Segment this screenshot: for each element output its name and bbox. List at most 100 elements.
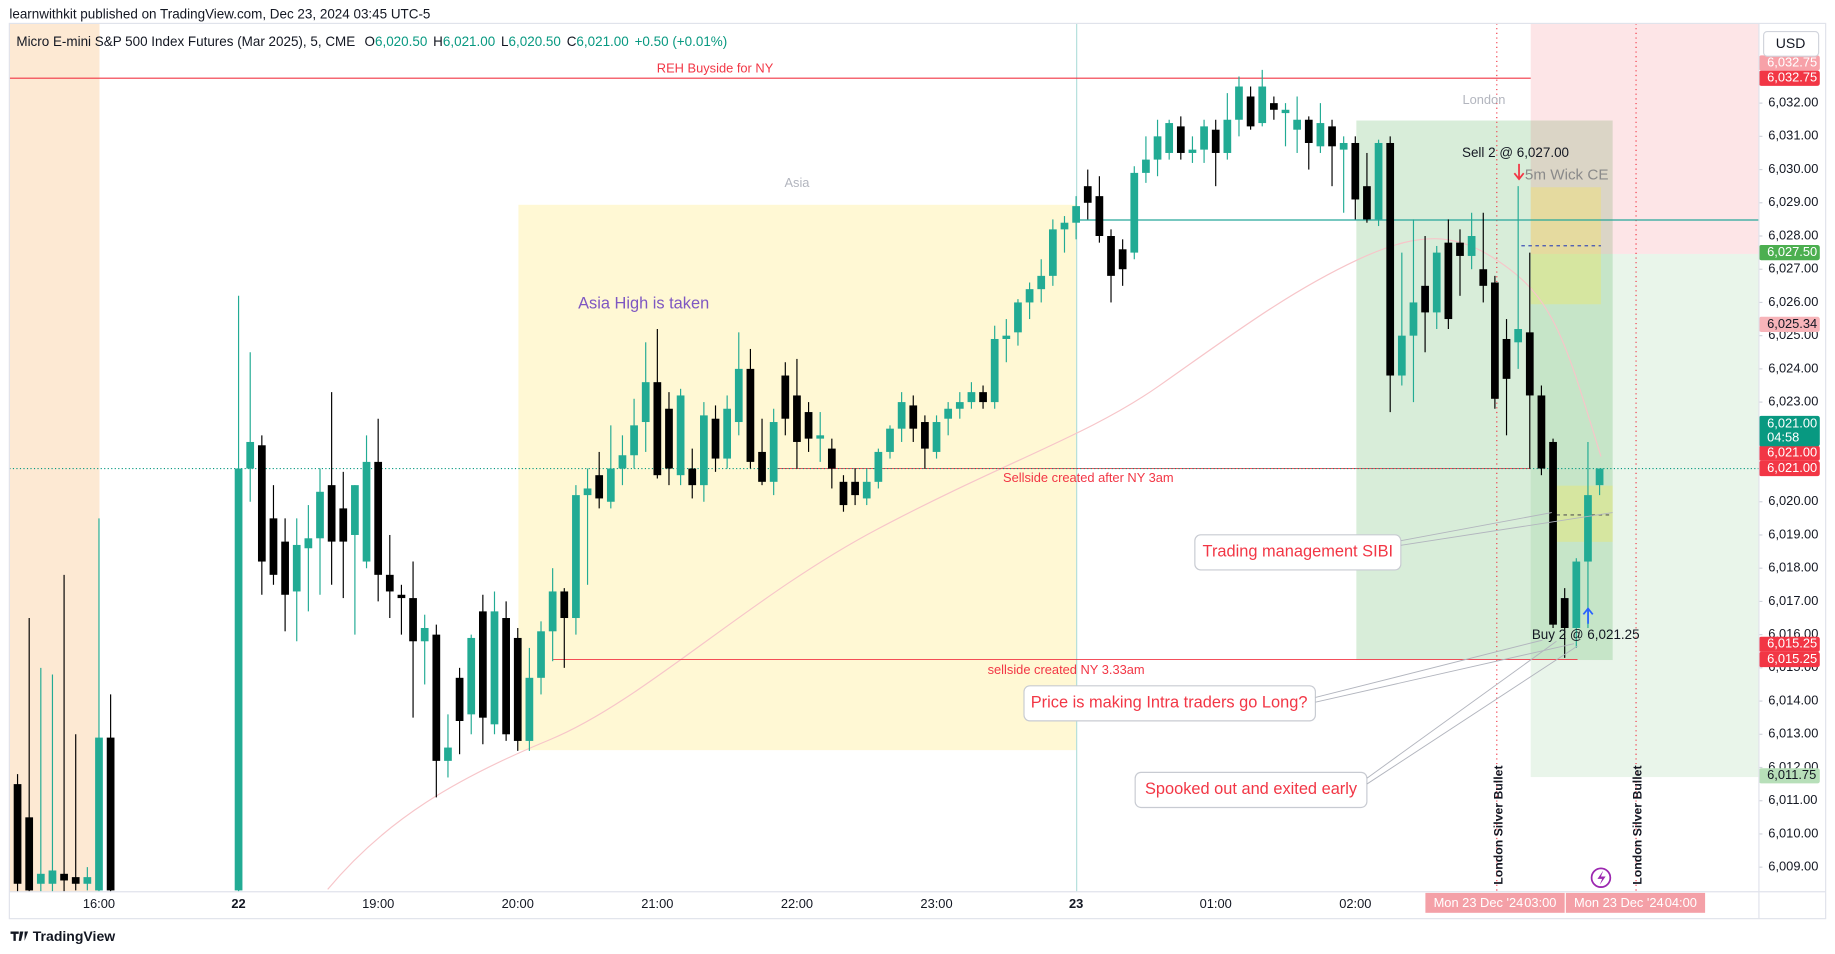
annotation: London: [1462, 92, 1505, 107]
title: Micro E-mini S&P 500 Index Futures (Mar …: [16, 34, 355, 49]
y-tick-label: 6,023.00: [1768, 394, 1818, 409]
y-tick-label: 6,009.00: [1768, 859, 1818, 874]
candle-body: [1363, 186, 1371, 220]
price-tag-label: 6,021.00: [1767, 445, 1817, 460]
candle-body: [71, 877, 80, 884]
time-marker-box: [1425, 892, 1565, 913]
annotation: Price is making Intra traders go Long?: [1031, 694, 1308, 712]
candle-body: [595, 475, 604, 499]
chart-title: Micro E-mini S&P 500 Index Futures (Mar …: [16, 34, 727, 49]
header-value: 6,021.00: [443, 34, 495, 49]
sell-arrow: [1513, 163, 1525, 181]
x-tick-label: 19:00: [362, 896, 394, 911]
candle-body: [1456, 242, 1464, 256]
candle-body: [804, 412, 813, 439]
price-tag-label: 6,021.00: [1767, 415, 1817, 430]
header-value: 6,021.00: [576, 34, 628, 49]
header-key: C: [567, 34, 577, 49]
candle-body: [327, 485, 336, 542]
candle-body: [676, 395, 685, 476]
x-tick-label: 22: [231, 896, 245, 911]
price-tag: [1758, 445, 1820, 461]
candle-body: [769, 422, 778, 482]
candle-body: [897, 402, 906, 429]
candle-body: [1525, 332, 1534, 396]
candle-body: [292, 544, 301, 592]
candle-body: [1397, 335, 1406, 376]
candle-body: [420, 627, 429, 642]
candle-body: [362, 461, 371, 562]
candle-body: [548, 591, 557, 632]
candle-body: [967, 392, 976, 403]
price-tag: [1758, 768, 1820, 784]
candle-body: [932, 422, 941, 452]
x-tick-label: 16:00: [83, 896, 115, 911]
y-tick-label: 6,011.00: [1768, 792, 1817, 807]
header-value: 6,020.50: [509, 34, 561, 49]
zone: [1530, 253, 1759, 778]
candle-body: [1060, 222, 1069, 230]
candle-body: [432, 634, 441, 761]
candle-body: [83, 877, 92, 884]
candle-body: [1142, 159, 1150, 173]
candle-body: [444, 747, 452, 761]
candle-body: [1386, 142, 1395, 376]
candle-body: [1083, 186, 1092, 203]
candle-body: [921, 422, 929, 449]
candle-body: [1537, 395, 1546, 469]
x-tick-label: 23:00: [920, 896, 952, 911]
candle-body: [1560, 598, 1569, 628]
candle-body: [490, 611, 499, 725]
price-tag: [1758, 636, 1820, 652]
y-tick-label: 6,026.00: [1768, 294, 1818, 309]
time-marker-date: Mon 23 Dec '24: [1434, 895, 1524, 910]
candle-body: [374, 461, 383, 575]
candle-body: [1246, 96, 1255, 127]
y-tick-label: 6,020.00: [1768, 493, 1818, 508]
price-tag: [1758, 55, 1820, 71]
currency-box[interactable]: [1763, 31, 1820, 57]
zone: [1356, 120, 1613, 661]
y-tick-label: 6,032.00: [1768, 95, 1818, 110]
candle-body: [409, 598, 417, 642]
annotation: London Silver Bullet: [1631, 765, 1645, 884]
candle-body: [1281, 109, 1290, 114]
callout-box: [1194, 534, 1402, 571]
candle-body: [351, 485, 359, 535]
candle-body: [1514, 329, 1523, 343]
time-marker-time: 04:00: [1665, 895, 1697, 910]
candle-body: [281, 541, 289, 595]
candle-body: [1200, 126, 1208, 150]
annotation: Sell 2 @ 6,027.00: [1462, 145, 1569, 160]
candle-body: [1130, 172, 1139, 253]
y-tick-label: 6,031.00: [1768, 128, 1818, 143]
zone: [9, 23, 100, 892]
header-key: H: [433, 34, 443, 49]
candle-body: [1502, 338, 1511, 379]
candle-body: [1223, 119, 1232, 153]
candle-body: [641, 382, 650, 423]
moving-average: [327, 238, 1602, 890]
callout-connector: [1315, 643, 1575, 703]
candle-body: [1270, 103, 1278, 110]
annotation: Asia High is taken: [578, 295, 709, 313]
candle-body: [1107, 236, 1115, 276]
y-tick-label: 6,018.00: [1768, 560, 1818, 575]
candle-body: [1409, 302, 1418, 336]
candle-body: [862, 481, 871, 499]
y-tick-label: 6,027.00: [1768, 261, 1818, 276]
candle-body: [711, 418, 720, 459]
candle-body: [455, 677, 464, 721]
candle-body: [234, 468, 243, 891]
candle-body: [48, 870, 57, 884]
price-tag-label: 6,015.25: [1767, 636, 1817, 651]
price-tag-label: 6,027.50: [1767, 244, 1817, 259]
candle-body: [60, 873, 68, 881]
candle-body: [257, 445, 266, 562]
buy-arrow: [1582, 607, 1594, 624]
candle-body: [781, 375, 790, 419]
candle-body: [1118, 249, 1127, 270]
candle-body: [1467, 236, 1476, 256]
candle-body: [1211, 129, 1220, 153]
